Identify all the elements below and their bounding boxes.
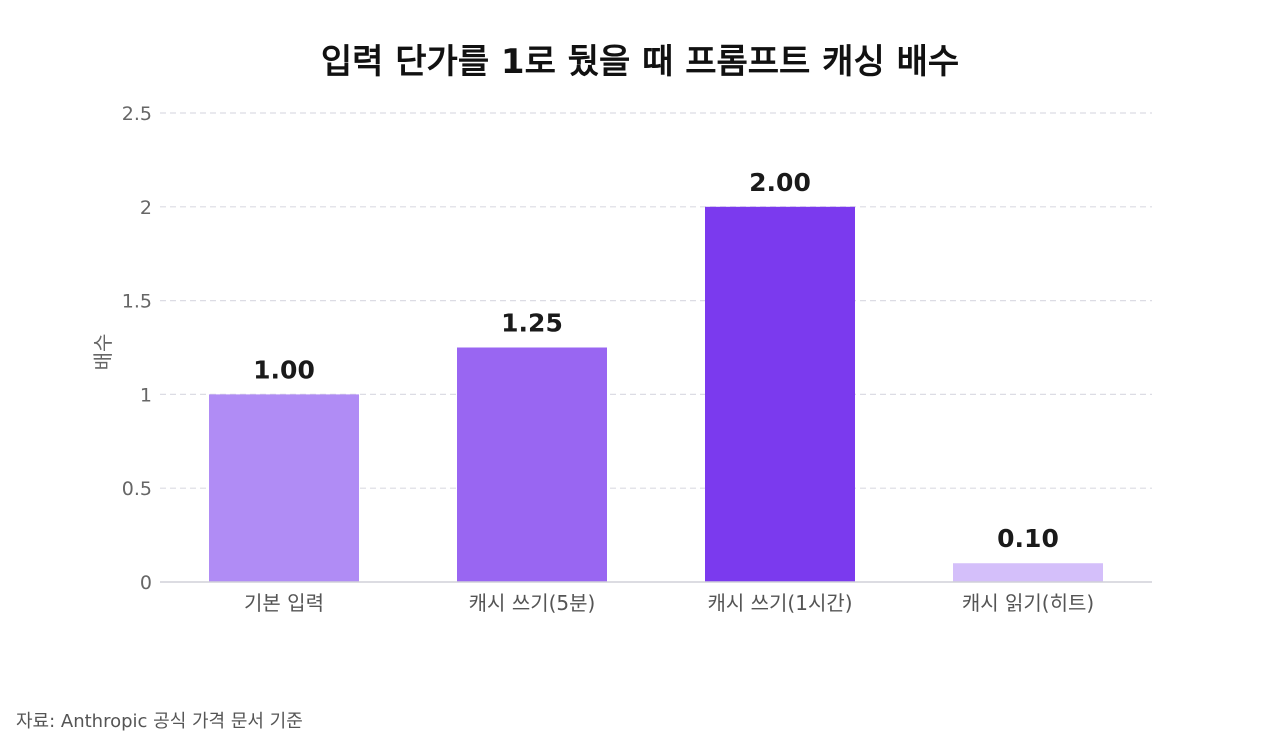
bars — [209, 206, 1103, 583]
y-tick-label: 0 — [140, 572, 152, 594]
bar-value-label: 1.00 — [253, 355, 315, 384]
x-tick-label: 기본 입력 — [244, 591, 324, 615]
y-tick-label: 1.5 — [122, 291, 152, 313]
x-tick-label: 캐시 읽기(히트) — [962, 591, 1094, 615]
y-axis-label: 배수 — [91, 334, 115, 371]
x-tick-label: 캐시 쓰기(1시간) — [707, 591, 852, 615]
y-tick-label: 1 — [140, 384, 152, 406]
source-note: 자료: Anthropic 공식 가격 문서 기준 — [16, 711, 303, 732]
x-tick-label: 캐시 쓰기(5분) — [469, 591, 596, 615]
chart-title: 입력 단가를 1로 뒀을 때 프롬프트 캐싱 배수 — [320, 42, 960, 82]
x-axis-ticks: 기본 입력 캐시 쓰기(5분) 캐시 쓰기(1시간) 캐시 읽기(히트) — [244, 591, 1094, 615]
bar-value-label: 0.10 — [997, 524, 1059, 553]
bar — [457, 347, 607, 582]
value-labels: 1.00 1.25 2.00 0.10 — [253, 168, 1059, 553]
bar — [705, 206, 855, 583]
bar-value-label: 1.25 — [501, 309, 563, 338]
bar — [953, 563, 1103, 582]
bar-value-label: 2.00 — [749, 168, 811, 197]
y-tick-label: 2.5 — [122, 103, 152, 125]
y-axis-ticks: 0 0.5 1 1.5 2 2.5 — [122, 103, 152, 594]
y-tick-label: 2 — [140, 197, 152, 219]
y-tick-label: 0.5 — [122, 478, 152, 500]
bar — [209, 394, 359, 582]
